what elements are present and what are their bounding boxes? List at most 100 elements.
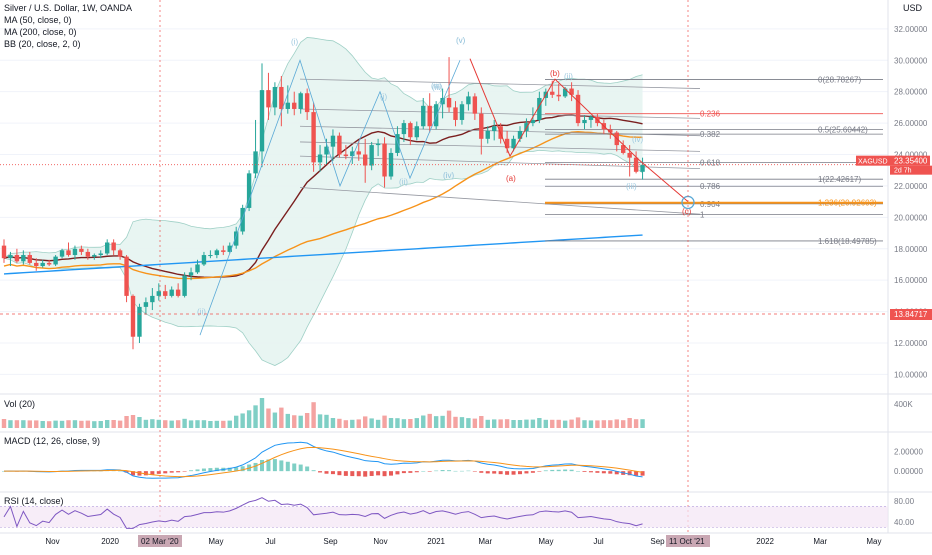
macd-hist-bar	[550, 469, 555, 472]
volume-bar	[292, 415, 297, 428]
volume-bar	[511, 420, 516, 428]
wave-label: (a)	[506, 174, 516, 183]
macd-histogram	[2, 459, 645, 477]
candle-body	[350, 151, 355, 157]
volume-bar	[201, 420, 207, 428]
candle-body	[343, 154, 349, 157]
time-axis-highlight	[666, 535, 710, 547]
time-axis-tick: Jul	[265, 537, 275, 546]
volume-bar	[259, 398, 265, 428]
macd-pane-title[interactable]: MACD (12, 26, close, 9)	[4, 436, 101, 446]
macd-hist-bar	[563, 469, 568, 472]
time-axis-tick: Sep	[650, 537, 665, 546]
price-axis-tick: 10.00000	[894, 370, 928, 379]
candle-body	[537, 97, 542, 120]
marked-level-text: 13.84717	[894, 310, 928, 319]
wave-label: (iii)	[432, 83, 443, 92]
volume-bar	[124, 416, 129, 428]
macd-hist-bar	[434, 470, 439, 472]
volume-bar	[614, 419, 619, 428]
volume-pane-title[interactable]: Vol (20)	[4, 399, 36, 409]
macd-hist-bar	[305, 466, 310, 472]
ma50-legend[interactable]: MA (50, close, 0)	[4, 15, 72, 25]
time-axis-tick: 2022	[756, 537, 774, 546]
volume-bar	[569, 419, 574, 428]
candle-body	[272, 86, 278, 108]
macd-hist-bar	[447, 470, 452, 472]
volume-axis-tick: 400K	[894, 400, 913, 409]
candle-body	[240, 207, 245, 232]
volume-bar	[169, 420, 174, 428]
wave-label: (iv)	[443, 171, 454, 180]
volume-bar	[253, 405, 258, 428]
candle-body	[582, 119, 587, 124]
candle-body	[453, 107, 458, 120]
volume-bar	[279, 407, 284, 428]
ma200-legend[interactable]: MA (200, close, 0)	[4, 27, 77, 37]
fib-level-label: 1.236(20.92603)	[818, 199, 877, 208]
price-axis-tick: 30.00000	[894, 56, 928, 65]
price-axis-tick: 22.00000	[894, 182, 928, 191]
time-axis-tick: Mar	[813, 537, 827, 546]
volume-bar	[285, 413, 290, 428]
volume-bar	[182, 418, 187, 428]
macd-hist-bar	[389, 471, 393, 476]
macd-hist-bar	[627, 471, 632, 476]
candle-body	[259, 90, 265, 152]
macd-hist-bar	[266, 459, 271, 472]
macd-hist-bar	[279, 460, 284, 472]
channel-line	[299, 108, 701, 119]
symbol-title[interactable]: Silver / U.S. Dollar, 1W, OANDA	[4, 3, 133, 13]
macd-hist-bar	[285, 461, 290, 472]
rsi-line	[3, 497, 643, 529]
time-axis-tick: Jul	[593, 537, 603, 546]
rsi-pane-title[interactable]: RSI (14, close)	[4, 496, 64, 506]
macd-hist-bar	[292, 463, 297, 472]
volume-bar	[395, 418, 400, 428]
macd-hist-bar	[260, 459, 264, 472]
bollinger-upper	[3, 37, 643, 259]
channel-line	[299, 78, 701, 89]
candle-body	[14, 255, 20, 262]
macd-hist-bar	[195, 469, 200, 472]
volume-bar	[530, 419, 536, 428]
bb-legend[interactable]: BB (20, close, 2, 0)	[4, 39, 81, 49]
volume-bar	[175, 420, 181, 428]
macd-hist-bar	[466, 470, 471, 472]
bollinger-basis	[3, 114, 643, 279]
volume-bar	[479, 416, 484, 428]
macd-hist-bar	[169, 471, 174, 473]
elliott-wave-impulse	[199, 59, 461, 336]
volume-bar	[601, 420, 607, 428]
candle-body	[234, 231, 239, 246]
volume-bar	[208, 421, 213, 428]
time-axis-tick: Sep	[323, 537, 338, 546]
volume-bar	[369, 418, 374, 428]
macd-hist-bar	[421, 471, 426, 472]
candle-body	[311, 112, 316, 163]
macd-hist-bar	[582, 471, 587, 472]
volume-bar	[266, 408, 271, 428]
macd-hist-bar	[608, 471, 613, 474]
volume-bar	[14, 420, 20, 428]
time-axis-tick: May	[866, 537, 881, 546]
volume-bar	[92, 421, 97, 428]
candle-body	[304, 93, 310, 113]
rsi-axis-tick: 80.00	[894, 497, 915, 506]
candle-body	[562, 88, 568, 97]
volume-bar	[537, 418, 542, 428]
candle-body	[504, 138, 510, 149]
macd-line	[3, 441, 643, 479]
macd-hist-bar	[614, 471, 619, 475]
candle-body	[208, 255, 213, 257]
candle-body	[414, 126, 419, 138]
time-axis-tick: 02 Mar '20	[141, 537, 179, 546]
candle-body	[85, 251, 91, 257]
volume-bars	[1, 398, 645, 428]
fib-level-label: 0.618	[700, 158, 721, 167]
macd-hist-bar	[234, 467, 239, 472]
candle-body	[369, 145, 374, 166]
currency-label: USD	[903, 3, 923, 13]
